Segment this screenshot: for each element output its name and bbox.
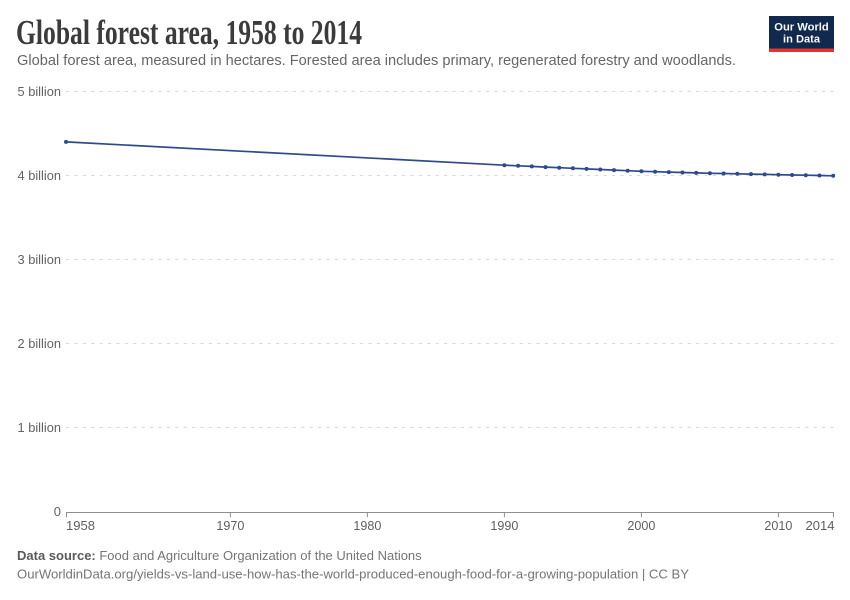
svg-text:in Data: in Data xyxy=(783,34,821,46)
svg-text:1970: 1970 xyxy=(216,518,244,533)
svg-text:Global forest area, 1958 to 20: Global forest area, 1958 to 2014 xyxy=(16,13,362,52)
svg-text:4 billion: 4 billion xyxy=(18,168,62,183)
svg-text:OurWorldinData.org/yields-vs-l: OurWorldinData.org/yields-vs-land-use-ho… xyxy=(17,567,689,582)
svg-text:2 billion: 2 billion xyxy=(18,336,62,351)
svg-text:1 billion: 1 billion xyxy=(18,420,62,435)
svg-text:1980: 1980 xyxy=(353,518,381,533)
svg-text:1990: 1990 xyxy=(490,518,518,533)
svg-text:0: 0 xyxy=(54,504,61,519)
svg-text:3 billion: 3 billion xyxy=(18,252,62,267)
svg-text:2014: 2014 xyxy=(806,518,835,533)
svg-text:2000: 2000 xyxy=(627,518,655,533)
svg-text:1958: 1958 xyxy=(66,518,95,533)
svg-text:2010: 2010 xyxy=(764,518,792,533)
svg-text:Data source: Food and Agricult: Data source: Food and Agriculture Organi… xyxy=(17,548,422,563)
svg-text:5 billion: 5 billion xyxy=(18,84,62,99)
svg-text:Global forest area, measured i: Global forest area, measured in hectares… xyxy=(17,52,736,69)
svg-text:Our World: Our World xyxy=(774,22,829,34)
